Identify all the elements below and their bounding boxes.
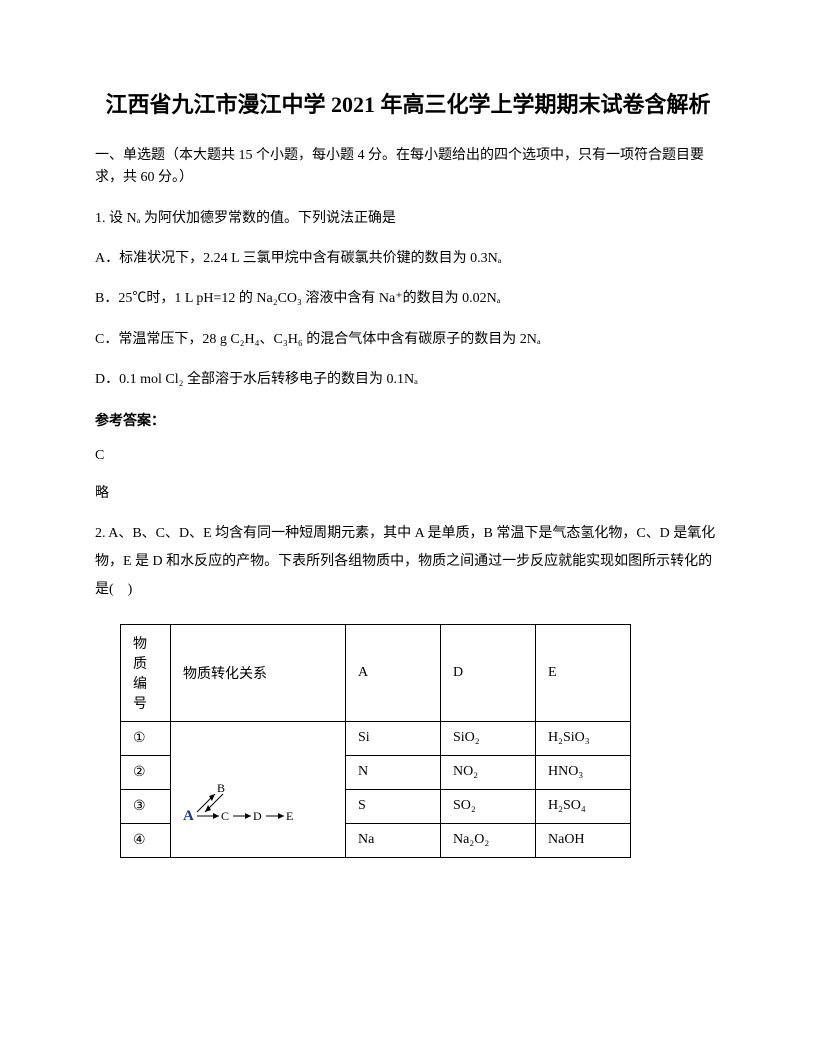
q1-option-b: B．25℃时，1 L pH=12 的 Na₂CO₃ 溶液中含有 Na⁺的数目为 … [95,288,721,310]
header-a: A [346,624,441,721]
answer-note: 略 [95,482,721,502]
answer-value: C [95,448,721,464]
q1-stem: 1. 设 Nₐ 为阿伏加德罗常数的值。下列说法正确是 [95,208,721,230]
diagram-node-c: C [221,809,229,823]
row4-a: Na [346,823,441,857]
row4-e: NaOH [536,823,631,857]
row3-a: S [346,789,441,823]
header-d: D [441,624,536,721]
row4-id: ④ [121,823,171,857]
diagram-node-e: E [286,809,293,823]
row1-e: H₂SiO₃ [536,721,631,755]
row2-d: NO₂ [441,755,536,789]
header-e: E [536,624,631,721]
table-row: ① A B C D E Si SiO₂ H₂SiO₃ [121,721,631,755]
row1-id: ① [121,721,171,755]
row4-d: Na₂O₂ [441,823,536,857]
diagram-node-a: A [183,808,194,824]
row3-e: H₂SO₄ [536,789,631,823]
q1-option-a: A．标准状况下，2.24 L 三氯甲烷中含有碳氯共价键的数目为 0.3Nₐ [95,248,721,270]
answer-label: 参考答案： [95,410,721,430]
header-id: 物质编号 [121,624,171,721]
table-header-row: 物质编号 物质转化关系 A D E [121,624,631,721]
section-header: 一、单选题（本大题共 15 个小题，每小题 4 分。在每小题给出的四个选项中，只… [95,145,721,190]
diagram-node-b: B [217,781,225,795]
document-title: 江西省九江市漫江中学 2021 年高三化学上学期期末试卷含解析 [95,90,721,121]
row3-d: SO₂ [441,789,536,823]
row1-d: SiO₂ [441,721,536,755]
row2-a: N [346,755,441,789]
diagram-node-d: D [253,809,262,823]
q2-stem: 2. A、B、C、D、E 均含有同一种短周期元素，其中 A 是单质，B 常温下是… [95,520,721,604]
row2-id: ② [121,755,171,789]
diagram-cell: A B C D E [171,721,346,857]
row3-id: ③ [121,789,171,823]
row2-e: HNO₃ [536,755,631,789]
q2-table: 物质编号 物质转化关系 A D E ① A B C D E [120,624,631,858]
row1-a: Si [346,721,441,755]
header-diagram: 物质转化关系 [171,624,346,721]
q1-option-d: D．0.1 mol Cl₂ 全部溶于水后转移电子的数目为 0.1Nₐ [95,369,721,391]
q1-option-c: C．常温常压下，28 g C₂H₄、C₃H₆ 的混合气体中含有碳原子的数目为 2… [95,329,721,351]
transformation-diagram: A B C D E [181,772,321,832]
